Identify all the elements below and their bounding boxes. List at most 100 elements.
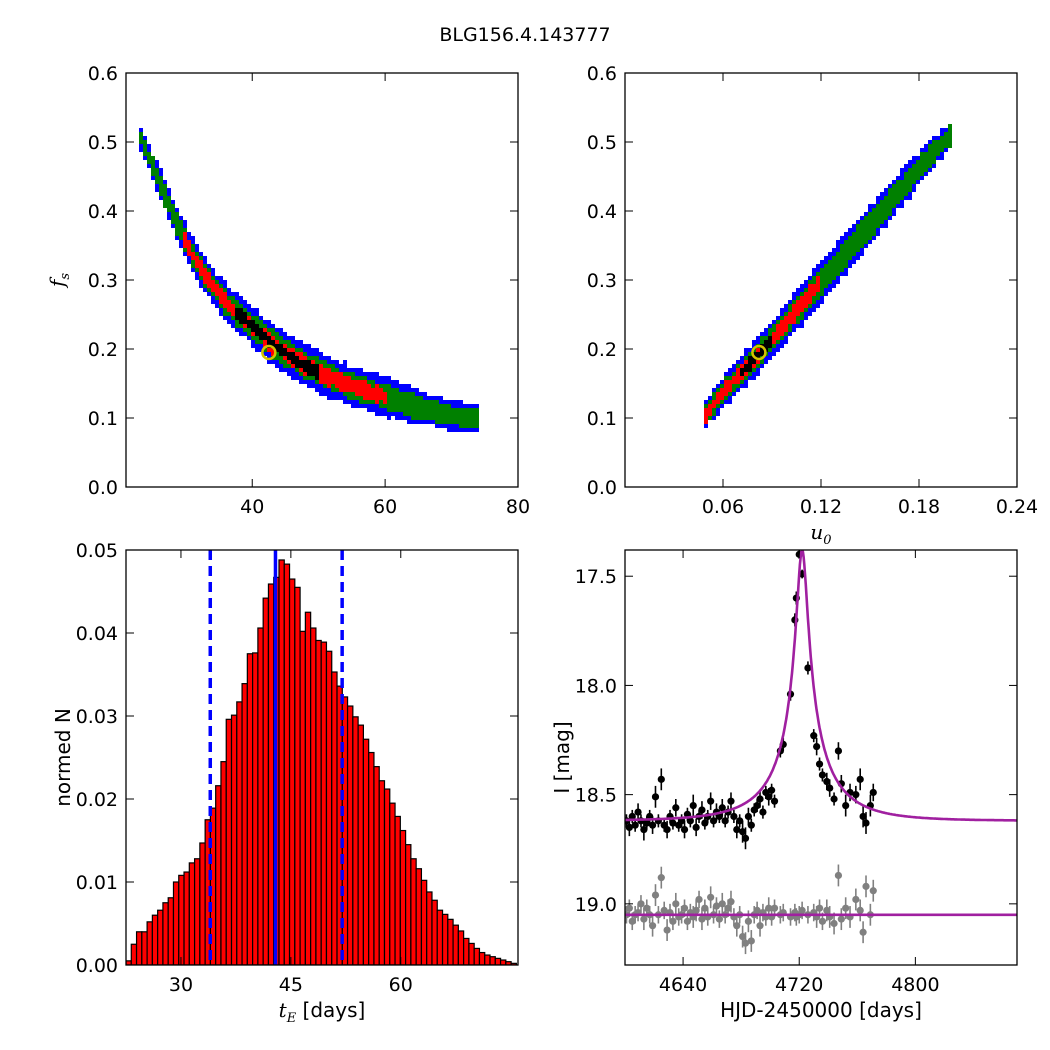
data-point xyxy=(770,797,779,805)
heatmap-cell xyxy=(864,216,868,244)
x-tick-label: 60 xyxy=(373,496,397,518)
heatmap-cell xyxy=(227,300,231,312)
data-point xyxy=(756,922,764,930)
heatmap-cell xyxy=(279,344,283,356)
y-tick-label: 0.01 xyxy=(76,872,118,894)
heatmap-cell xyxy=(287,352,291,360)
data-point xyxy=(657,775,665,783)
data-point xyxy=(756,795,764,803)
heatmap-cell xyxy=(427,400,431,420)
heatmap-cell xyxy=(223,292,227,308)
data-point xyxy=(834,871,843,880)
data-point xyxy=(651,793,660,801)
heatmap-cell xyxy=(271,340,275,348)
data-point xyxy=(721,817,729,825)
heatmap-cell xyxy=(848,236,852,260)
heatmap-cell xyxy=(728,380,732,392)
x-tick-label: 4720 xyxy=(775,974,823,996)
data-point xyxy=(834,747,843,755)
data-point xyxy=(715,812,723,821)
data-point xyxy=(648,821,657,829)
histogram-bar xyxy=(436,909,444,965)
histogram-bar xyxy=(267,583,275,965)
data-point xyxy=(733,922,741,930)
data-point xyxy=(643,904,651,912)
data-point xyxy=(657,874,665,882)
histogram-bar xyxy=(225,718,233,965)
heatmap-cell xyxy=(720,388,724,400)
heatmap-cell xyxy=(339,372,343,392)
data-point xyxy=(669,917,677,925)
heatmap-cell xyxy=(776,324,780,340)
heatmap-cell xyxy=(744,364,748,372)
heatmap-cell xyxy=(948,124,952,148)
heatmap-cell xyxy=(399,392,403,412)
heatmap-cell xyxy=(263,332,267,340)
data-point xyxy=(813,742,821,751)
heatmap-cell xyxy=(471,408,475,428)
heatmap-cell xyxy=(283,348,287,356)
x-tick-label: 30 xyxy=(169,974,193,996)
data-point xyxy=(692,823,700,831)
histogram-bar xyxy=(346,705,354,965)
y-tick-label: 0.4 xyxy=(587,201,617,223)
data-point xyxy=(815,904,824,912)
data-point xyxy=(715,915,723,923)
histogram-bar xyxy=(420,879,428,965)
y-tick-label: 0.2 xyxy=(88,339,118,361)
heatmap-cell xyxy=(415,396,419,420)
data-point xyxy=(680,825,689,834)
data-point xyxy=(663,825,671,834)
histogram-bar xyxy=(394,815,401,965)
histogram-bar xyxy=(299,630,306,965)
heatmap-cell xyxy=(323,368,327,384)
heatmap-cell xyxy=(732,376,736,384)
y-tick-label: 17.5 xyxy=(575,566,617,588)
y-axis-label: I [mag] xyxy=(550,721,574,793)
x-tick-label: 80 xyxy=(506,496,530,518)
heatmap-cell xyxy=(335,372,339,388)
y-tick-label: 0.0 xyxy=(587,477,617,499)
data-point xyxy=(862,882,870,890)
heatmap-cell xyxy=(872,208,876,236)
data-point xyxy=(692,906,700,914)
data-point xyxy=(628,812,636,821)
histogram-bar xyxy=(320,641,328,965)
heatmap-cell xyxy=(768,336,772,348)
heatmap-cell xyxy=(736,368,740,384)
heatmap-cell xyxy=(896,180,900,204)
heatmap-cell xyxy=(463,408,467,428)
data-point xyxy=(733,825,741,834)
heatmap-cell xyxy=(447,404,451,424)
data-point xyxy=(628,917,636,925)
heatmap-cell xyxy=(239,308,243,324)
data-point xyxy=(869,887,877,895)
data-point xyxy=(747,937,755,945)
heatmap-cell xyxy=(291,352,295,364)
histogram-bar xyxy=(410,858,417,965)
data-point xyxy=(663,926,671,934)
heatmap-cell xyxy=(816,276,820,292)
heatmap-cell xyxy=(259,328,263,340)
y-tick-label: 0.4 xyxy=(88,201,118,223)
panel-te-histogram: 30 45 60 0.00 0.01 0.02 0.03 0.04 0.05 tE [days] n… xyxy=(51,540,519,1026)
heatmap-cell xyxy=(840,244,844,272)
histogram-bar xyxy=(378,780,386,965)
data-point xyxy=(718,804,726,812)
histogram-bar xyxy=(452,924,459,965)
data-point xyxy=(823,777,831,786)
histogram-bar xyxy=(193,858,201,965)
data-point xyxy=(798,906,806,914)
data-point xyxy=(625,823,633,831)
heatmap-cell xyxy=(944,132,948,148)
heatmap-cell xyxy=(780,320,784,336)
y-tick-label: 0.03 xyxy=(76,706,118,728)
heatmap-cell xyxy=(347,376,351,392)
heatmap-cell xyxy=(828,260,832,284)
heatmap-cell xyxy=(852,232,856,256)
x-tick-label: 0.06 xyxy=(702,496,744,518)
heatmap-cell xyxy=(303,360,307,372)
histogram-bar xyxy=(457,930,465,965)
data-point xyxy=(680,904,689,912)
data-point xyxy=(718,900,726,908)
